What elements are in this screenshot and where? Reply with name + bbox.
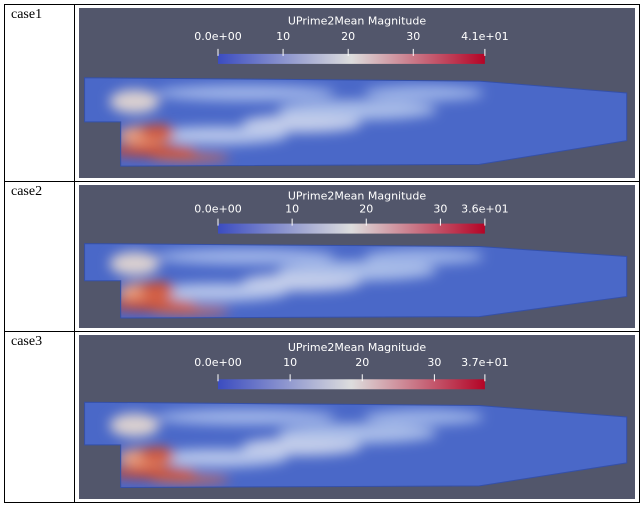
flow-blob [138, 446, 175, 463]
flow-blob [150, 306, 231, 315]
image-cell: UPrime2Mean Magnitude 0.0e+00 10 20 30 3.6e+0… [74, 181, 640, 332]
colorbar-tick-label: 0.0e+00 [194, 202, 241, 215]
flow-blob [109, 89, 160, 114]
flow-blob [241, 114, 362, 133]
colorbar-tick-label: 20 [355, 356, 369, 369]
flow-blob [363, 409, 484, 425]
colorbar-tick-label: 4.1e+01 [461, 30, 508, 43]
domain-edge [84, 243, 628, 319]
flow-blob [148, 283, 288, 302]
colorbar-title: UPrime2Mean Magnitude [288, 15, 427, 28]
flow-blob [109, 251, 160, 276]
colorbar-tick-label: 30 [406, 30, 420, 43]
flow-blob [241, 273, 362, 292]
flow-blob [109, 413, 160, 438]
flow-blob [150, 475, 231, 484]
colorbar-tick-label: 30 [427, 356, 441, 369]
flow-blobs [106, 85, 484, 162]
flow-blob [138, 124, 175, 141]
render-image: UPrime2Mean Magnitude 0.0e+00 10 20 30 3.7e+0… [79, 335, 635, 499]
figure-table: case1 UPrime2Mean Magnitude 0.0e+00 10 20 30 4… [4, 4, 640, 503]
colorbar-title: UPrime2Mean Magnitude [288, 189, 427, 202]
flow-blobs [106, 409, 484, 484]
colorbar-tick-label: 30 [433, 202, 447, 215]
flow-blob [150, 153, 231, 162]
domain-edge [84, 77, 628, 167]
flow-blobs [106, 248, 484, 315]
colorbar [218, 379, 485, 390]
domain-edge [84, 401, 628, 489]
flow-blob [155, 248, 336, 265]
colorbar-tick-label: 20 [359, 202, 373, 215]
flow-blob [363, 248, 484, 265]
flow-field [106, 85, 484, 162]
colorbar-tick-label: 0.0e+00 [194, 30, 241, 43]
flow-blob [155, 409, 336, 425]
colorbar-tick-label: 20 [341, 30, 355, 43]
colorbar-tick-label: 3.6e+01 [461, 202, 508, 215]
flow-blob [138, 281, 175, 298]
image-cell: UPrime2Mean Magnitude 0.0e+00 10 20 30 3.7e+0… [74, 331, 640, 503]
image-cell: UPrime2Mean Magnitude 0.0e+00 10 20 30 4.1e+0… [74, 4, 640, 182]
colorbar-tick-label: 10 [285, 202, 299, 215]
case-label: case2 [4, 181, 75, 332]
flow-field [106, 409, 484, 484]
row: case1 UPrime2Mean Magnitude 0.0e+00 10 20 30 4… [4, 4, 640, 182]
flow-blob [148, 449, 288, 467]
row: case2 UPrime2Mean Magnitude 0.0e+00 10 20 30 3… [4, 181, 640, 332]
flow-blob [363, 85, 484, 101]
colorbar-tick-label: 0.0e+00 [194, 356, 241, 369]
colorbar-tick-label: 3.7e+01 [461, 356, 508, 369]
render-image: UPrime2Mean Magnitude 0.0e+00 10 20 30 3.6e+0… [79, 185, 635, 328]
colorbar [218, 53, 485, 64]
flow-blob [148, 126, 288, 145]
row: case3 UPrime2Mean Magnitude 0.0e+00 10 20 30 3… [4, 331, 640, 503]
colorbar-title: UPrime2Mean Magnitude [288, 341, 427, 354]
flow-field [106, 248, 484, 315]
render-image: UPrime2Mean Magnitude 0.0e+00 10 20 30 4.1e+0… [79, 8, 635, 178]
colorbar-tick-label: 10 [283, 356, 297, 369]
colorbar [218, 223, 485, 234]
flow-blob [241, 437, 362, 456]
flow-blob [106, 144, 197, 157]
flow-blob [155, 85, 336, 101]
colorbar-tick-label: 10 [276, 30, 290, 43]
case-label: case1 [4, 4, 75, 182]
case-label: case3 [4, 331, 75, 503]
